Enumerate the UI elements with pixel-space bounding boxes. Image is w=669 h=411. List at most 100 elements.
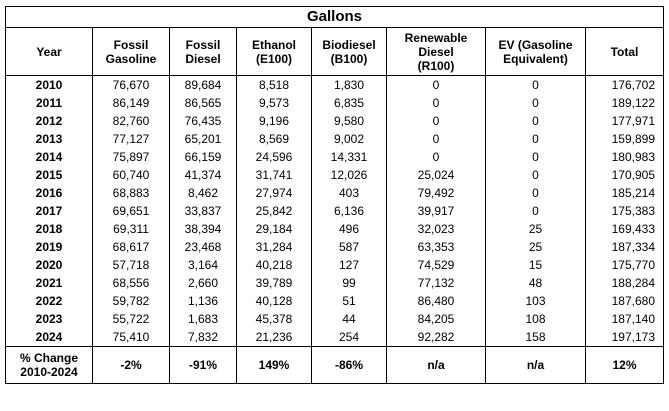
table-row: 2014 75,897 66,159 24,596 14,331 0 0 180,983	[5, 148, 665, 166]
table-row: 2021 68,556 2,660 39,789 99 77,132 48 188,284	[5, 274, 665, 292]
table-cell: 31,741	[236, 166, 312, 184]
year-cell: 2017	[5, 202, 93, 220]
table-cell: 76,670	[92, 75, 170, 94]
total-cell: 177,971	[584, 112, 665, 130]
table-cell: 0	[386, 130, 486, 148]
table-cell: 0	[485, 130, 586, 148]
table-cell: 39,917	[386, 202, 486, 220]
year-cell: 2022	[5, 292, 93, 310]
table-row: 2017 69,651 33,837 25,842 6,136 39,917 0 175,38…	[5, 202, 665, 220]
table-cell: 25,842	[236, 202, 312, 220]
year-cell: 2024	[5, 328, 93, 347]
table-cell: 27,974	[236, 184, 312, 202]
year-cell: 2023	[5, 310, 93, 328]
column-header-fossil-diesel: Fossil Diesel	[169, 27, 237, 76]
percent-change-renewable-diesel: n/a	[386, 346, 486, 384]
year-cell: 2010	[5, 75, 93, 94]
table-cell: 25	[485, 238, 586, 256]
table-cell: 2,660	[169, 274, 237, 292]
total-cell: 197,173	[584, 328, 665, 347]
table-cell: 9,196	[236, 112, 312, 130]
table-cell: 76,435	[169, 112, 237, 130]
table-body: 2010 76,670 89,684 8,518 1,830 0 0 176,702 2011 8…	[5, 75, 665, 347]
column-header-line: Ethanol	[252, 37, 296, 52]
year-cell: 2019	[5, 238, 93, 256]
table-cell: 25	[485, 220, 586, 238]
table-cell: 14,331	[311, 148, 387, 166]
column-header-line: Total	[610, 44, 639, 59]
table-cell: 8,569	[236, 130, 312, 148]
table-cell: 38,394	[169, 220, 237, 238]
table-cell: 39,789	[236, 274, 312, 292]
table-cell: 21,236	[236, 328, 312, 347]
column-header-line: Fossil	[185, 37, 221, 52]
total-cell: 169,433	[584, 220, 665, 238]
year-cell: 2016	[5, 184, 93, 202]
table-cell: 8,518	[236, 75, 312, 94]
table-cell: 84,205	[386, 310, 486, 328]
column-header-line: Biodiesel	[322, 37, 376, 52]
table-row: 2011 86,149 86,565 9,573 6,835 0 0 189,122	[5, 94, 665, 112]
table-cell: 66,159	[169, 148, 237, 166]
table-row: 2019 68,617 23,468 31,284 587 63,353 25 187,334	[5, 238, 665, 256]
total-cell: 187,334	[584, 238, 665, 256]
table-row: 2010 76,670 89,684 8,518 1,830 0 0 176,702	[5, 75, 665, 94]
table-cell: 41,374	[169, 166, 237, 184]
table-cell: 6,136	[311, 202, 387, 220]
table-cell: 82,760	[92, 112, 170, 130]
table-cell: 496	[311, 220, 387, 238]
table-cell: 86,480	[386, 292, 486, 310]
table-cell: 68,556	[92, 274, 170, 292]
table-title: Gallons	[4, 6, 665, 28]
table-cell: 8,462	[169, 184, 237, 202]
total-cell: 159,899	[584, 130, 665, 148]
table-cell: 68,617	[92, 238, 170, 256]
table-cell: 40,128	[236, 292, 312, 310]
table-row: 2018 69,311 38,394 29,184 496 32,023 25 169,433	[5, 220, 665, 238]
column-header-line: Fossil	[113, 37, 149, 52]
table-cell: 65,201	[169, 130, 237, 148]
column-header-line: (E100)	[255, 51, 293, 66]
total-cell: 187,680	[584, 292, 665, 310]
column-header-renewable-diesel: Renewable Diesel (R100)	[386, 27, 486, 76]
column-header-line: (B100)	[330, 51, 368, 66]
table-cell: 9,002	[311, 130, 387, 148]
table-cell: 127	[311, 256, 387, 274]
table-cell: 15	[485, 256, 586, 274]
column-header-line: (R100)	[417, 58, 455, 73]
table-cell: 86,149	[92, 94, 170, 112]
column-header-line: Equivalent)	[503, 51, 568, 66]
year-cell: 2014	[5, 148, 93, 166]
table-cell: 89,684	[169, 75, 237, 94]
column-header-ev-gasoline-equivalent: EV (Gasoline Equivalent)	[485, 27, 586, 76]
column-header-line: Gasoline	[105, 51, 157, 66]
table-cell: 0	[386, 112, 486, 130]
table-cell: 44	[311, 310, 387, 328]
column-header-biodiesel: Biodiesel (B100)	[311, 27, 387, 76]
total-cell: 176,702	[584, 75, 665, 94]
table-cell: 68,883	[92, 184, 170, 202]
table-cell: 79,492	[386, 184, 486, 202]
table-cell: 25,024	[386, 166, 486, 184]
table-cell: 59,782	[92, 292, 170, 310]
table-cell: 12,026	[311, 166, 387, 184]
column-header-year: Year	[5, 27, 93, 76]
table-cell: 0	[386, 94, 486, 112]
table-cell: 33,837	[169, 202, 237, 220]
column-header-line: Renewable	[404, 30, 468, 45]
total-cell: 187,140	[584, 310, 665, 328]
column-header-ethanol: Ethanol (E100)	[236, 27, 312, 76]
table-cell: 75,897	[92, 148, 170, 166]
header-row: Year Fossil Gasoline Fossil Diesel Ethanol (E1…	[5, 27, 665, 76]
table-cell: 92,282	[386, 328, 486, 347]
table-cell: 31,284	[236, 238, 312, 256]
table-cell: 6,835	[311, 94, 387, 112]
table-cell: 99	[311, 274, 387, 292]
table-cell: 45,378	[236, 310, 312, 328]
table-cell: 158	[485, 328, 586, 347]
percent-change-ethanol: 149%	[236, 346, 312, 384]
table-cell: 0	[485, 202, 586, 220]
table-cell: 3,164	[169, 256, 237, 274]
year-cell: 2018	[5, 220, 93, 238]
column-header-line: Diesel	[418, 44, 454, 59]
